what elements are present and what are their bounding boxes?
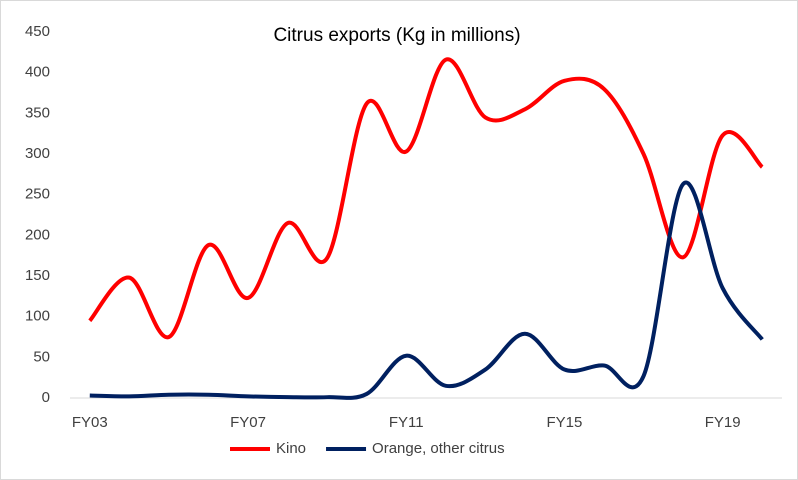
y-tick-label: 400 <box>25 64 50 81</box>
y-tick-label: 450 <box>25 23 50 40</box>
y-tick-label: 300 <box>25 145 50 162</box>
y-tick-label: 0 <box>42 389 50 406</box>
y-tick-label: 200 <box>25 226 50 243</box>
y-tick-label: 250 <box>25 186 50 203</box>
chart-title: Citrus exports (Kg in millions) <box>273 25 520 46</box>
x-tick-label: FY15 <box>547 414 583 431</box>
y-tick-label: 350 <box>25 104 50 121</box>
legend-label: Orange, other citrus <box>372 440 505 457</box>
line-series <box>89 180 764 400</box>
y-tick-label: 100 <box>25 308 50 325</box>
line-series <box>88 57 764 340</box>
y-tick-label: 50 <box>33 348 50 365</box>
y-tick-label: 150 <box>25 267 50 284</box>
legend-label: Kino <box>276 440 306 457</box>
x-tick-label: FY07 <box>230 414 266 431</box>
x-tick-label: FY03 <box>72 414 108 431</box>
x-tick-label: FY19 <box>705 414 741 431</box>
x-tick-label: FY11 <box>389 414 424 431</box>
